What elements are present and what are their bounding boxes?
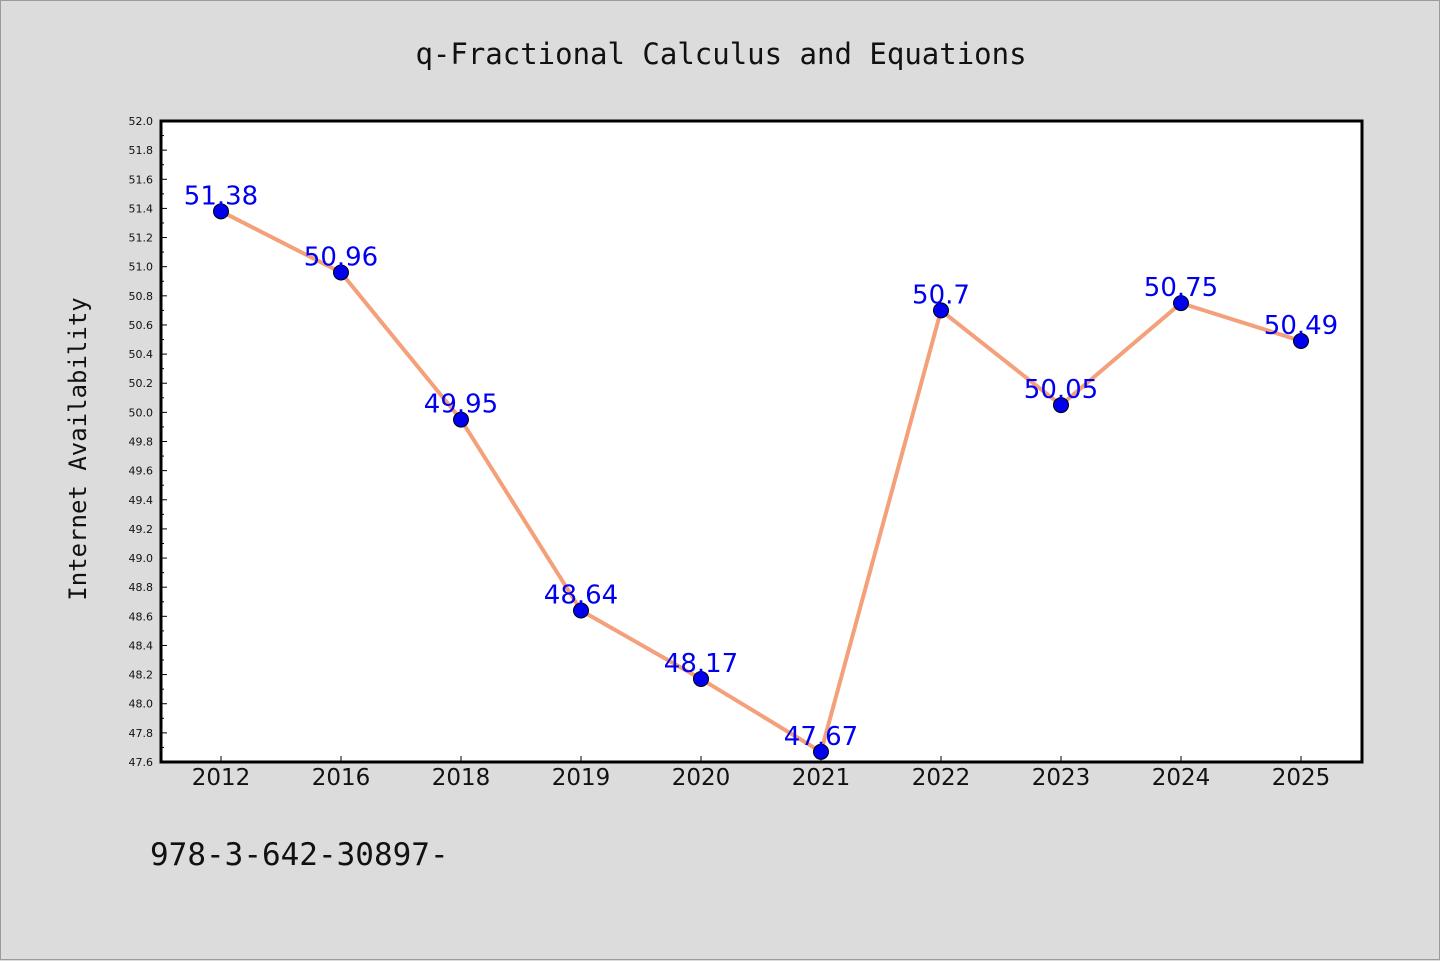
x-tick-label: 2025	[1272, 765, 1331, 791]
data-point-marker	[813, 743, 829, 760]
data-label: 49.95	[424, 390, 498, 420]
plot-border	[159, 119, 1364, 764]
data-label: 50.75	[1144, 273, 1218, 303]
x-tick-label: 2018	[432, 765, 491, 791]
data-label: 48.64	[544, 580, 618, 610]
series-line	[220, 209, 1302, 754]
data-label: 51.38	[184, 181, 258, 211]
y-tick-label: 47.8	[129, 727, 154, 740]
isbn-footer-text: 978-3-642-30897-	[150, 837, 449, 873]
y-tick-label: 51.0	[129, 261, 154, 274]
y-tick-label: 49.8	[129, 436, 154, 449]
y-tick-label: 51.2	[129, 232, 154, 245]
x-tick-label: 2023	[1032, 765, 1091, 791]
data-point-marker	[573, 602, 589, 619]
data-point-marker	[693, 670, 709, 687]
y-tick-label: 47.6	[129, 756, 154, 769]
y-axis-label: Internet Availability	[64, 297, 92, 600]
data-point-marker	[213, 203, 229, 220]
y-tick-label: 52.0	[129, 115, 154, 128]
y-tick-label: 50.2	[129, 377, 154, 390]
y-tick-label: 51.6	[129, 173, 154, 186]
y-tick-label: 48.6	[129, 610, 154, 623]
y-tick-label: 51.8	[129, 144, 154, 157]
x-tick-label: 2019	[552, 765, 611, 791]
y-tick-label: 50.8	[129, 290, 154, 303]
x-axis: 2012 2016 2018 2019 2020 2021 2022 2023 2024 2025	[192, 756, 1331, 791]
chart-title: q-Fractional Calculus and Equations	[415, 37, 1026, 71]
data-label: 47.67	[784, 722, 858, 752]
data-point-marker	[1173, 295, 1189, 312]
x-tick-label: 2012	[192, 765, 251, 791]
data-label: 50.7	[912, 280, 970, 310]
data-point-marker	[453, 411, 469, 428]
y-tick-label: 49.4	[129, 494, 154, 507]
data-point-marker	[933, 302, 949, 319]
plot-area	[161, 121, 1362, 762]
data-point-marker	[1293, 332, 1309, 349]
data-point-marker	[1053, 397, 1069, 414]
x-tick-label: 2016	[312, 765, 371, 791]
data-point-marker	[333, 264, 349, 281]
y-tick-label: 49.0	[129, 552, 154, 565]
y-tick-label: 51.4	[129, 202, 154, 215]
y-tick-label: 50.4	[129, 348, 154, 361]
y-tick-label: 48.0	[129, 698, 154, 711]
data-label: 50.96	[304, 243, 378, 273]
x-tick-label: 2020	[672, 765, 731, 791]
x-tick-label: 2022	[912, 765, 971, 791]
y-tick-label: 49.2	[129, 523, 154, 536]
y-tick-label: 48.4	[129, 639, 154, 652]
series-line-group: 51.38 50.96 49.95 48.64 48.17 47.67 50.7 50.05 5…	[184, 181, 1338, 760]
y-axis: 47.6 47.8 48.0 48.2 48.4 48.6 48.8 49.0 49.2 49.4…	[129, 115, 167, 769]
data-label: 50.05	[1024, 375, 1098, 405]
data-label: 48.17	[664, 649, 738, 679]
data-label: 50.49	[1264, 311, 1338, 341]
y-tick-label: 50.0	[129, 406, 154, 419]
y-tick-label: 49.6	[129, 465, 154, 478]
y-tick-label: 50.6	[129, 319, 154, 332]
x-tick-label: 2024	[1152, 765, 1211, 791]
y-tick-label: 48.2	[129, 669, 154, 682]
x-tick-label: 2021	[792, 765, 851, 791]
y-tick-label: 48.8	[129, 581, 154, 594]
